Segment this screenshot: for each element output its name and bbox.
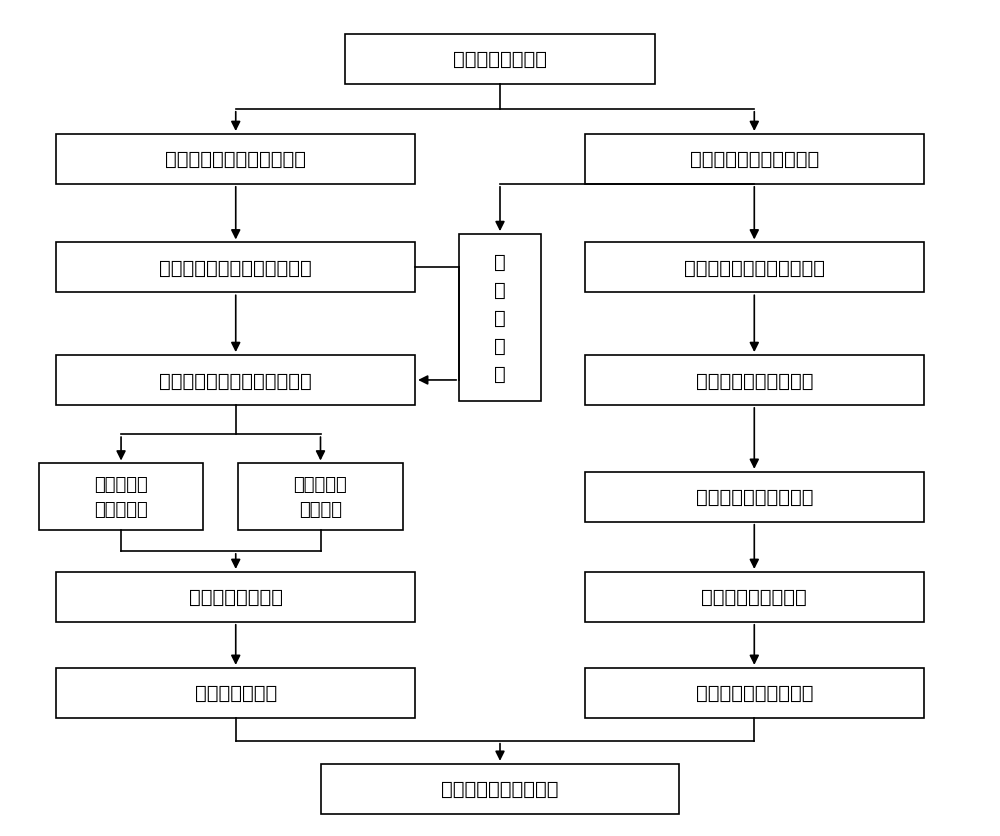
Text: 实验数据模拟转换成卫星数据: 实验数据模拟转换成卫星数据: [159, 371, 312, 390]
Text: 获取溢油区卫星遥感数据: 获取溢油区卫星遥感数据: [690, 150, 819, 169]
Text: 模拟数据反
射率归一化: 模拟数据反 射率归一化: [94, 476, 148, 518]
Text: 海洋溢油油膜厚度计算: 海洋溢油油膜厚度计算: [441, 779, 559, 798]
Bar: [345, 35, 655, 84]
Text: 油膜影像数据获取与预处理: 油膜影像数据获取与预处理: [684, 258, 825, 278]
Bar: [585, 472, 924, 522]
Bar: [585, 135, 924, 185]
Text: 溢油区影像掩膜处理: 溢油区影像掩膜处理: [701, 588, 807, 607]
Text: 建立参数查找表: 建立参数查找表: [195, 684, 277, 702]
Text: 影像数据反射率归一化: 影像数据反射率归一化: [696, 487, 813, 507]
Text: 卫星数据背景参数建立: 卫星数据背景参数建立: [696, 684, 813, 702]
Bar: [39, 464, 203, 531]
Bar: [585, 355, 924, 405]
Text: 模拟数据光
谱重采样: 模拟数据光 谱重采样: [294, 476, 347, 518]
Text: 卫星数据最优波段选择: 卫星数据最优波段选择: [696, 371, 813, 390]
Bar: [585, 572, 924, 622]
Bar: [56, 135, 415, 185]
Bar: [459, 235, 541, 401]
Text: 油膜厚度估算模型: 油膜厚度估算模型: [189, 588, 283, 607]
Text: 油膜厚度模拟实验与数据处理: 油膜厚度模拟实验与数据处理: [159, 258, 312, 278]
Bar: [320, 764, 679, 813]
Text: 获取溢油区油样与海水样品: 获取溢油区油样与海水样品: [165, 150, 306, 169]
Bar: [238, 464, 403, 531]
Bar: [56, 355, 415, 405]
Bar: [56, 572, 415, 622]
Bar: [56, 243, 415, 293]
Text: 传
感
器
参
数: 传 感 器 参 数: [494, 252, 506, 384]
Bar: [56, 668, 415, 718]
Bar: [585, 243, 924, 293]
Bar: [585, 668, 924, 718]
Text: 海洋溢油污染事件: 海洋溢油污染事件: [453, 50, 547, 69]
